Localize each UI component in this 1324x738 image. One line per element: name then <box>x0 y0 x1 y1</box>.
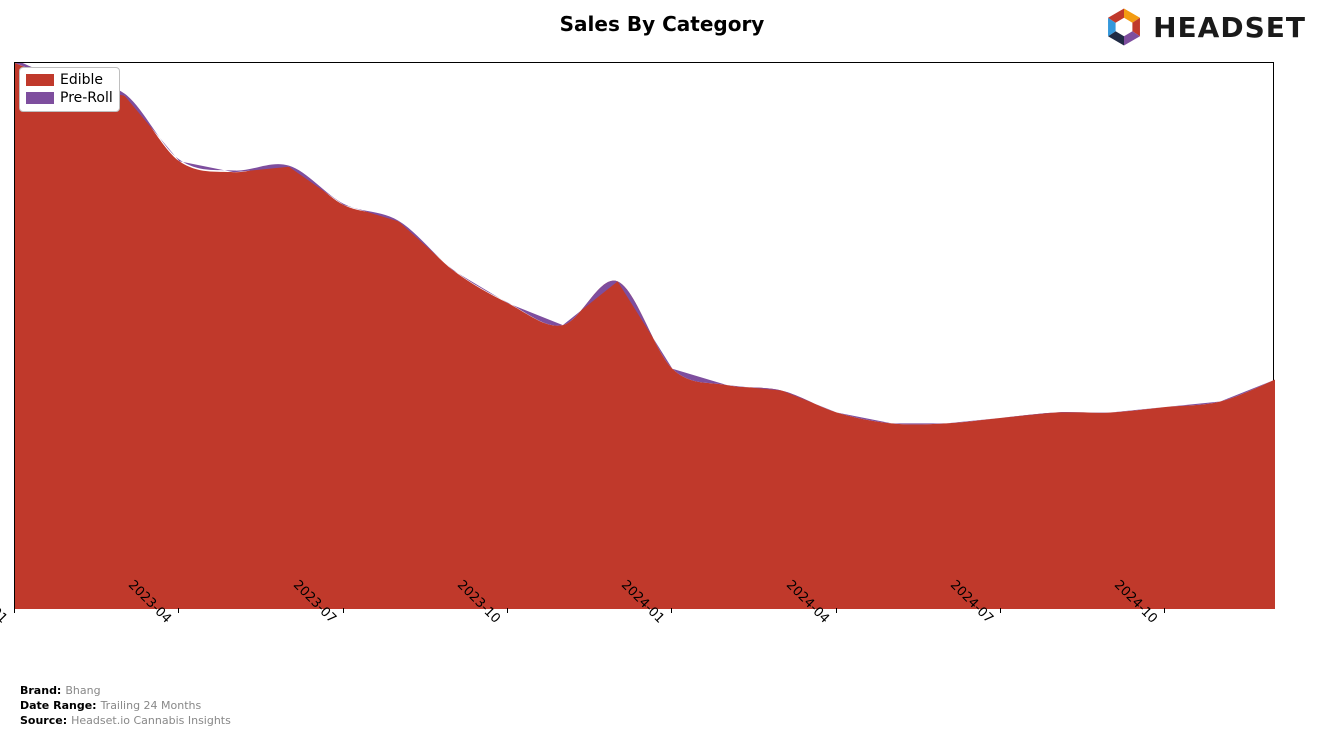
footer-brand-row: Brand: Bhang <box>20 683 231 698</box>
area-series-edible <box>15 63 1275 609</box>
chart-plot-area: EdiblePre-Roll <box>14 62 1274 608</box>
footer-date-range-value: Trailing 24 Months <box>101 699 202 712</box>
legend-item-edible: Edible <box>26 71 113 89</box>
x-tick-label: 2023-01 <box>0 578 10 627</box>
chart-legend: EdiblePre-Roll <box>19 67 120 112</box>
chart-title: Sales By Category <box>0 12 1324 36</box>
footer-date-range-label: Date Range: <box>20 699 97 712</box>
page-root: { "title": "Sales By Category", "title_f… <box>0 0 1324 738</box>
legend-label: Pre-Roll <box>60 89 113 107</box>
legend-swatch <box>26 92 54 104</box>
x-tick-mark <box>507 608 508 613</box>
x-tick-mark <box>14 608 15 613</box>
legend-label: Edible <box>60 71 103 89</box>
x-tick-mark <box>836 608 837 613</box>
x-tick-mark <box>1000 608 1001 613</box>
x-tick-mark <box>671 608 672 613</box>
chart-footer: Brand: Bhang Date Range: Trailing 24 Month… <box>20 683 231 728</box>
footer-source-row: Source: Headset.io Cannabis Insights <box>20 713 231 728</box>
footer-source-value: Headset.io Cannabis Insights <box>71 714 231 727</box>
legend-swatch <box>26 74 54 86</box>
x-tick-mark <box>343 608 344 613</box>
x-tick-mark <box>178 608 179 613</box>
legend-item-pre-roll: Pre-Roll <box>26 89 113 107</box>
footer-date-range-row: Date Range: Trailing 24 Months <box>20 698 231 713</box>
footer-brand-label: Brand: <box>20 684 61 697</box>
footer-source-label: Source: <box>20 714 67 727</box>
footer-brand-value: Bhang <box>65 684 100 697</box>
x-tick-mark <box>1164 608 1165 613</box>
area-chart-svg <box>15 63 1275 609</box>
